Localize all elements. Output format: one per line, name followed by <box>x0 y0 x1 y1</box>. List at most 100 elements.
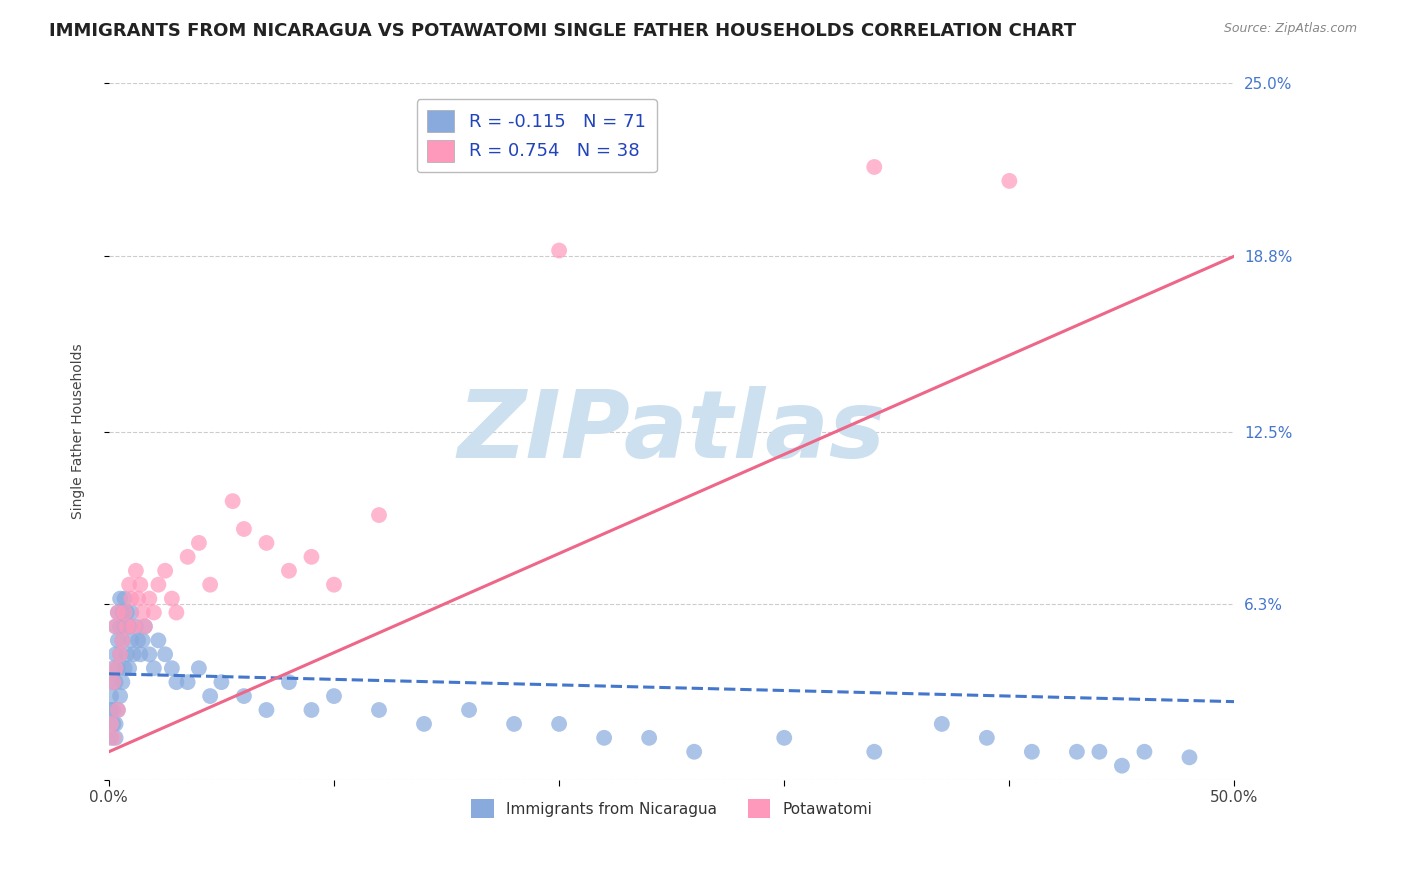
Point <box>773 731 796 745</box>
Point <box>103 703 125 717</box>
Point <box>198 689 221 703</box>
Point <box>232 522 254 536</box>
Point <box>176 549 198 564</box>
Point <box>413 717 436 731</box>
Point <box>108 591 131 606</box>
Point <box>503 717 526 731</box>
Point <box>100 703 122 717</box>
Point <box>1021 745 1043 759</box>
Point <box>148 577 170 591</box>
Point <box>127 633 149 648</box>
Point <box>301 703 323 717</box>
Point <box>176 675 198 690</box>
Point <box>103 717 125 731</box>
Point <box>103 731 125 745</box>
Point <box>458 703 481 717</box>
Point <box>187 536 209 550</box>
Point <box>111 606 134 620</box>
Text: IMMIGRANTS FROM NICARAGUA VS POTAWATOMI SINGLE FATHER HOUSEHOLDS CORRELATION CHA: IMMIGRANTS FROM NICARAGUA VS POTAWATOMI … <box>49 22 1077 40</box>
Point <box>107 661 129 675</box>
Point <box>100 717 122 731</box>
Point <box>131 633 153 648</box>
Point <box>153 648 176 662</box>
Point <box>931 717 953 731</box>
Point <box>115 648 138 662</box>
Point <box>160 591 183 606</box>
Point <box>104 619 127 633</box>
Point <box>108 689 131 703</box>
Point <box>129 577 152 591</box>
Point <box>863 745 886 759</box>
Point <box>593 731 616 745</box>
Point <box>1178 750 1201 764</box>
Point <box>111 633 134 648</box>
Text: Source: ZipAtlas.com: Source: ZipAtlas.com <box>1223 22 1357 36</box>
Point <box>198 577 221 591</box>
Point <box>368 703 391 717</box>
Point <box>548 717 571 731</box>
Point <box>129 648 152 662</box>
Point <box>120 606 142 620</box>
Point <box>131 606 153 620</box>
Point <box>114 606 136 620</box>
Point <box>115 619 138 633</box>
Point <box>118 661 141 675</box>
Point <box>103 675 125 690</box>
Point <box>111 675 134 690</box>
Point <box>114 661 136 675</box>
Point <box>232 689 254 703</box>
Point <box>104 675 127 690</box>
Point <box>153 564 176 578</box>
Point <box>863 160 886 174</box>
Point <box>107 633 129 648</box>
Point <box>125 564 148 578</box>
Point <box>122 619 145 633</box>
Point <box>118 619 141 633</box>
Point <box>104 717 127 731</box>
Point <box>142 606 165 620</box>
Point <box>127 591 149 606</box>
Point <box>138 591 160 606</box>
Point <box>368 508 391 522</box>
Point <box>134 619 156 633</box>
Point <box>1133 745 1156 759</box>
Legend: Immigrants from Nicaragua, Potawatomi: Immigrants from Nicaragua, Potawatomi <box>465 793 879 824</box>
Point <box>323 577 346 591</box>
Point <box>301 549 323 564</box>
Point <box>323 689 346 703</box>
Point <box>114 619 136 633</box>
Point <box>104 661 127 675</box>
Point <box>114 591 136 606</box>
Point <box>256 703 278 717</box>
Point <box>142 661 165 675</box>
Point <box>108 648 131 662</box>
Point <box>1111 758 1133 772</box>
Point <box>100 689 122 703</box>
Point <box>122 648 145 662</box>
Text: ZIPatlas: ZIPatlas <box>457 385 886 477</box>
Point <box>160 661 183 675</box>
Point <box>115 606 138 620</box>
Point <box>165 675 187 690</box>
Point <box>120 591 142 606</box>
Point <box>221 494 243 508</box>
Point <box>1088 745 1111 759</box>
Point <box>134 619 156 633</box>
Point <box>209 675 232 690</box>
Point <box>125 619 148 633</box>
Point <box>118 577 141 591</box>
Point <box>100 731 122 745</box>
Point <box>683 745 706 759</box>
Point <box>120 633 142 648</box>
Point <box>138 648 160 662</box>
Point <box>107 703 129 717</box>
Point <box>548 244 571 258</box>
Point <box>278 564 301 578</box>
Point <box>107 606 129 620</box>
Point <box>278 675 301 690</box>
Point <box>103 661 125 675</box>
Point <box>976 731 998 745</box>
Point <box>148 633 170 648</box>
Point <box>107 606 129 620</box>
Point <box>111 633 134 648</box>
